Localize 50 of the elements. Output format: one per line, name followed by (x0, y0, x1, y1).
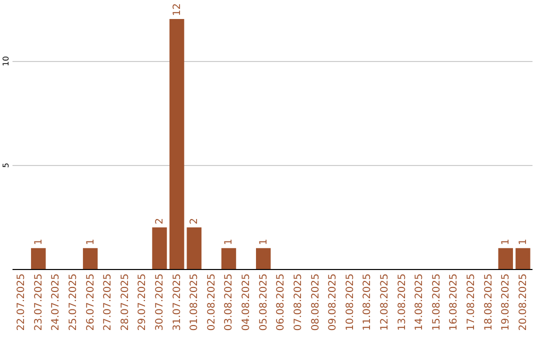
x-tick-label: 10.08.2025 (344, 274, 356, 331)
x-tick-label: 23.07.2025 (33, 274, 44, 331)
bar (82, 248, 98, 269)
x-tick-label: 17.08.2025 (466, 274, 477, 331)
bar (186, 227, 202, 269)
x-tick-label: 24.07.2025 (50, 274, 62, 331)
x-tick-label: 08.08.2025 (310, 274, 322, 331)
bar (152, 227, 167, 269)
x-tick-label: 14.08.2025 (414, 274, 426, 331)
bar (221, 248, 236, 269)
x-tick-label: 26.07.2025 (85, 274, 96, 331)
x-tick-label: 07.08.2025 (292, 274, 304, 331)
data-label: 1 (258, 238, 270, 246)
x-tick-label: 02.08.2025 (206, 274, 218, 331)
x-tick-label: 15.08.2025 (431, 274, 442, 331)
data-label: 2 (189, 218, 200, 224)
x-tick-label: 29.07.2025 (137, 274, 148, 331)
data-label: 2 (154, 218, 166, 224)
x-tick-label: 05.08.2025 (258, 274, 270, 331)
x-tick-label: 20.08.2025 (518, 274, 529, 331)
bar (498, 248, 513, 269)
bar (169, 19, 184, 269)
x-tick-label: 04.08.2025 (241, 274, 252, 331)
data-label: 1 (85, 238, 96, 246)
y-tick-label: 5 (2, 162, 10, 168)
x-tick-label: 30.07.2025 (154, 274, 166, 331)
x-tick-label: 09.08.2025 (328, 274, 339, 331)
data-label: 1 (500, 238, 512, 246)
data-label: 1 (518, 238, 529, 246)
bar (256, 248, 271, 269)
x-tick-label: 03.08.2025 (224, 274, 235, 331)
x-tick-label: 22.07.2025 (16, 274, 28, 331)
x-tick-label: 06.08.2025 (276, 274, 287, 331)
y-tick-label: 10 (2, 56, 10, 66)
x-tick-label: 01.08.2025 (189, 274, 200, 331)
x-tick-label: 13.08.2025 (396, 274, 408, 331)
x-tick-label: 25.07.2025 (68, 274, 79, 331)
data-label: 12 (172, 3, 183, 16)
x-tick-label: 11.08.2025 (362, 274, 374, 331)
x-tick-label: 16.08.2025 (448, 274, 460, 331)
x-tick-label: 28.07.2025 (120, 274, 131, 331)
bar (31, 248, 46, 269)
data-label: 1 (224, 238, 235, 246)
x-tick-label: 27.07.2025 (102, 274, 114, 331)
x-tick-label: 12.08.2025 (379, 274, 390, 331)
data-label: 1 (33, 238, 44, 246)
x-tick-label: 31.07.2025 (172, 274, 183, 331)
x-tick-label: 18.08.2025 (483, 274, 494, 331)
x-tick-label: 19.08.2025 (500, 274, 512, 331)
bar (516, 248, 530, 269)
